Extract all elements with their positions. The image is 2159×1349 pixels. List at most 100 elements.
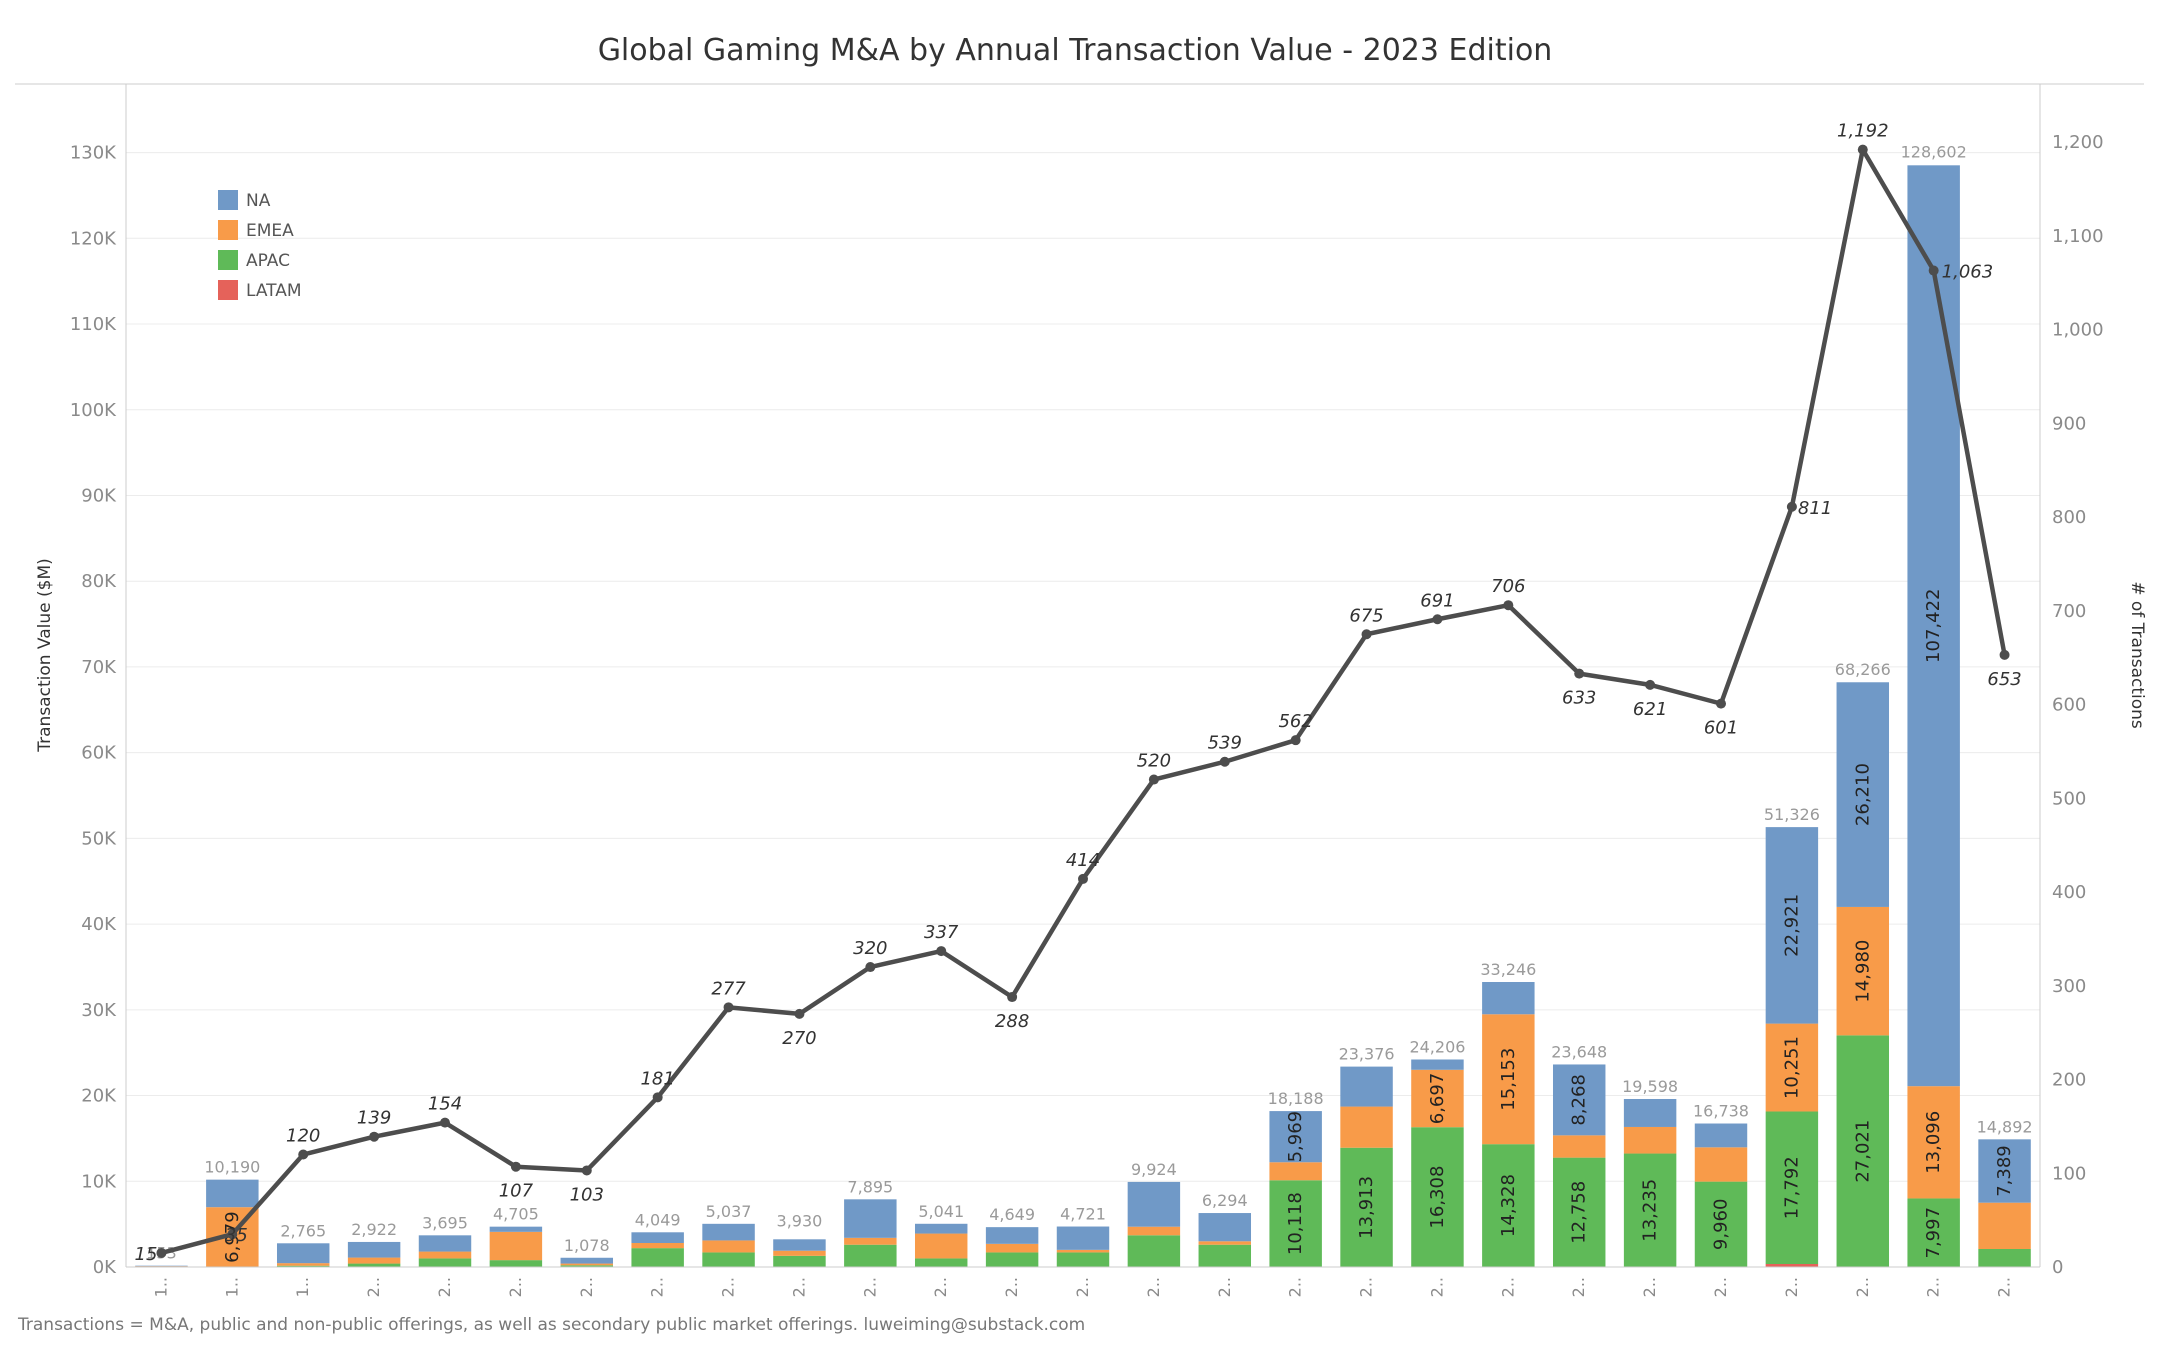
line-value-label: 691 (1420, 590, 1454, 611)
bar-segment-na (1269, 1111, 1322, 1163)
bar-total-label: 24,206 (1409, 1037, 1465, 1056)
segment-label-apac: 14,328 (1498, 1174, 1519, 1237)
segment-label-na: 22,921 (1781, 894, 1802, 957)
bar-segment-na (1765, 827, 1819, 1024)
bar-segment-apac (1198, 1244, 1252, 1267)
x-tick-label: 2.. (1995, 1277, 2014, 1297)
y-tick-label: 20K (81, 1086, 117, 1107)
line-point (652, 1092, 663, 1103)
bar-segment-emea (1623, 1126, 1677, 1154)
bar-segment-na (560, 1257, 614, 1264)
line-value-label: 562 (1278, 711, 1312, 732)
y-tick-label: 110K (70, 314, 117, 335)
line-point (1574, 668, 1585, 679)
bar-segment-na (206, 1179, 259, 1208)
x-tick-label: 2.. (1853, 1277, 1872, 1297)
segment-label-emea: 15,153 (1498, 1048, 1519, 1111)
bar-segment-emea (1694, 1147, 1748, 1182)
bar-segment-apac (1482, 1144, 1535, 1267)
segment-label-na: 8,268 (1569, 1074, 1590, 1126)
segment-label-apac: 10,118 (1285, 1192, 1306, 1255)
x-tick-label: 2.. (1924, 1277, 1943, 1297)
bar-segment-apac (1127, 1235, 1181, 1267)
x-tick-label: 2.. (1215, 1277, 1234, 1297)
line-value-label: 320 (853, 938, 887, 959)
x-tick-label: 2.. (719, 1277, 738, 1297)
bar-total-label: 5,041 (918, 1202, 964, 1221)
bar-segment-emea (1978, 1202, 2031, 1249)
bar-segment-apac (1269, 1180, 1322, 1267)
bar-total-label: 68,266 (1835, 660, 1891, 679)
bar-segment-emea (276, 1263, 330, 1266)
bar-total-label: 18,188 (1268, 1089, 1324, 1108)
bar-segment-emea (702, 1240, 755, 1253)
line-value-label: 270 (782, 1028, 816, 1049)
y-tick-label: 80K (81, 571, 117, 592)
y-axis-title: Transaction Value ($M) (35, 558, 55, 753)
segment-label-apac: 16,308 (1427, 1166, 1448, 1229)
line-value-label: 675 (1349, 605, 1383, 626)
line-value-label: 706 (1491, 576, 1525, 597)
y-tick-label: 90K (81, 485, 117, 506)
bar-segment-emea (1552, 1135, 1606, 1158)
bar-segment-emea (560, 1263, 614, 1266)
y2-tick-label: 100 (2052, 1163, 2086, 1184)
bar-segment-na (1623, 1098, 1677, 1127)
line-value-label: 337 (924, 922, 959, 943)
bar-total-label: 23,648 (1551, 1042, 1607, 1061)
bar-segment-emea (1482, 1014, 1535, 1145)
x-tick-label: 2.. (1357, 1277, 1376, 1297)
line-value-label: 15 (135, 1244, 158, 1265)
line-point (1007, 992, 1018, 1003)
bar-segment-apac (1694, 1181, 1748, 1267)
line-point (298, 1149, 309, 1160)
line-point (369, 1131, 380, 1142)
y2-tick-label: 1,000 (2052, 320, 2104, 341)
bar-total-label: 4,705 (493, 1205, 539, 1224)
bar-total-label: 9,924 (1131, 1160, 1177, 1179)
x-tick-label: 2.. (506, 1277, 525, 1297)
x-tick-label: 2.. (1427, 1277, 1446, 1297)
legend-label-latam: LATAM (246, 281, 302, 301)
bar-segment-na (1340, 1066, 1393, 1107)
bar-total-label: 51,326 (1764, 805, 1820, 824)
bar-segment-na (1907, 165, 1960, 1087)
y-tick-label: 10K (81, 1171, 117, 1192)
transactions-line (160, 147, 2007, 1256)
bar-segment-emea (1127, 1226, 1181, 1236)
bar-segment-na (489, 1226, 543, 1232)
bar-total-label: 4,721 (1060, 1205, 1106, 1224)
line-value-label: 414 (1066, 850, 1100, 871)
transactions-line-group: 15 35 120 139 154 107 103 181 277 270 320 337 288 414… (135, 121, 2022, 1265)
line-point (794, 1008, 805, 1019)
line-point (1290, 735, 1301, 746)
line-point (1503, 600, 1514, 611)
segment-label-na: 5,969 (1285, 1111, 1306, 1163)
y-tick-label: 30K (81, 1000, 117, 1021)
segment-label-apac: 13,913 (1356, 1176, 1377, 1239)
bar-segment-na (702, 1223, 755, 1241)
y-tick-label: 0K (93, 1257, 117, 1278)
bar-segment-na (1198, 1213, 1252, 1242)
bar-total-label: 19,598 (1622, 1077, 1678, 1096)
y-tick-label: 130K (70, 143, 117, 164)
bar-total-label: 14,892 (1977, 1117, 2033, 1136)
line-value-label: 139 (357, 1108, 391, 1129)
segment-label-na: 7,389 (1994, 1145, 2015, 1197)
line-value-label: 539 (1208, 733, 1242, 754)
bar-segment-emea (1056, 1249, 1110, 1253)
bar-segment-apac (1623, 1153, 1677, 1267)
bar-segment-na (135, 1265, 188, 1267)
bar-segment-na (1694, 1123, 1748, 1148)
line-point (1786, 501, 1797, 512)
bar-segment-apac (844, 1244, 897, 1267)
bar-segment-na (1411, 1059, 1464, 1070)
segment-label-apac: 7,997 (1923, 1207, 1944, 1259)
x-tick-label: 2.. (577, 1277, 596, 1297)
bar-total-label: 4,649 (989, 1205, 1035, 1224)
legend-swatch-apac (218, 250, 238, 270)
legend-swatch-na (218, 190, 238, 210)
bar-total-label: 128,602 (1901, 143, 1967, 162)
segment-label-emea: 10,251 (1781, 1036, 1802, 1099)
